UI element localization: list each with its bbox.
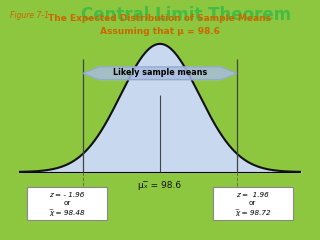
Text: The Expected Distribution of Sample Means: The Expected Distribution of Sample Mean… [49, 14, 271, 23]
Polygon shape [83, 67, 237, 80]
Text: Assuming that μ = 98.6: Assuming that μ = 98.6 [100, 27, 220, 36]
Text: μₓ̅ = 98.6: μₓ̅ = 98.6 [139, 181, 181, 190]
Text: or: or [63, 200, 71, 206]
Text: z =  1.96: z = 1.96 [236, 192, 269, 198]
Text: χ̅ = 98.72: χ̅ = 98.72 [235, 209, 271, 216]
Text: Likely sample means: Likely sample means [113, 68, 207, 77]
Text: χ̅ = 98.48: χ̅ = 98.48 [49, 209, 85, 216]
Text: or: or [249, 200, 257, 206]
Text: z = - 1.96: z = - 1.96 [50, 192, 85, 198]
Text: Central Limit Theorem: Central Limit Theorem [81, 6, 291, 24]
FancyBboxPatch shape [213, 187, 293, 220]
FancyBboxPatch shape [27, 187, 107, 220]
Text: Figure 7-1: Figure 7-1 [10, 11, 49, 19]
